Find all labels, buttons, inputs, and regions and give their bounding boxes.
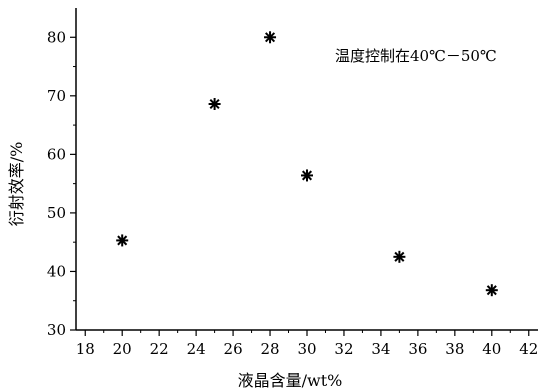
x-tick-label: 30 xyxy=(297,340,316,358)
x-tick-label: 36 xyxy=(408,340,427,358)
asterisk-stroke xyxy=(394,251,405,262)
y-tick-label: 40 xyxy=(47,262,66,280)
x-tick-label: 18 xyxy=(76,340,95,358)
y-tick-label: 30 xyxy=(47,321,66,339)
data-point xyxy=(264,31,277,44)
asterisk-stroke xyxy=(117,235,128,246)
asterisk-stroke xyxy=(265,32,276,43)
x-tick-label: 42 xyxy=(519,340,538,358)
asterisk-stroke xyxy=(209,98,220,110)
y-tick-label: 70 xyxy=(47,87,66,105)
data-point xyxy=(116,234,129,247)
data-points xyxy=(116,31,498,297)
x-axis-title: 液晶含量/wt% xyxy=(238,371,343,390)
tick-labels: 18 20 22 24 26 28 30 32 34 36 38 40 42 30 40 50 60 70 80 xyxy=(47,28,538,358)
x-tick-label: 40 xyxy=(482,340,501,358)
x-tick-label: 38 xyxy=(445,340,464,358)
data-point xyxy=(393,250,406,263)
x-tick-label: 24 xyxy=(187,340,206,358)
asterisk-stroke xyxy=(486,285,497,296)
x-tick-label: 22 xyxy=(150,340,169,358)
data-point xyxy=(208,98,221,111)
y-tick-label: 50 xyxy=(47,204,66,222)
y-tick-label: 80 xyxy=(47,28,66,46)
ticks xyxy=(70,36,530,336)
y-tick-label: 60 xyxy=(47,145,66,163)
x-tick-label: 28 xyxy=(260,340,279,358)
x-tick-label: 32 xyxy=(334,340,353,358)
chart-annotation: 温度控制在40℃－50℃ xyxy=(335,47,497,65)
x-tick-label: 20 xyxy=(113,340,132,358)
asterisk-stroke xyxy=(301,170,313,181)
x-tick-label: 26 xyxy=(224,340,243,358)
data-point xyxy=(485,284,498,297)
y-axis-title: 衍射效率/% xyxy=(7,142,26,227)
x-tick-label: 34 xyxy=(371,340,390,358)
data-point xyxy=(301,169,313,182)
